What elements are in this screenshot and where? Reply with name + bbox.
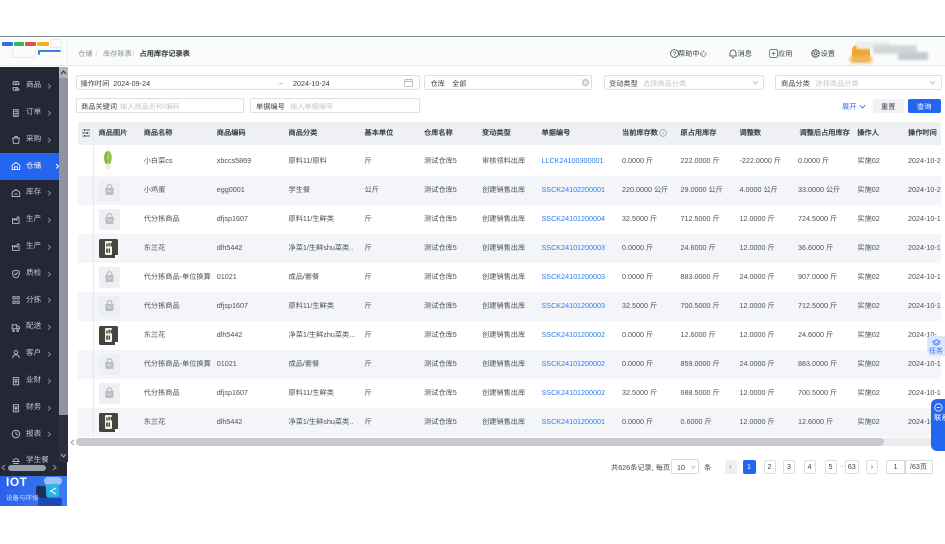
svg-text:?: ? [673, 51, 677, 57]
svg-text:?: ? [662, 131, 665, 137]
